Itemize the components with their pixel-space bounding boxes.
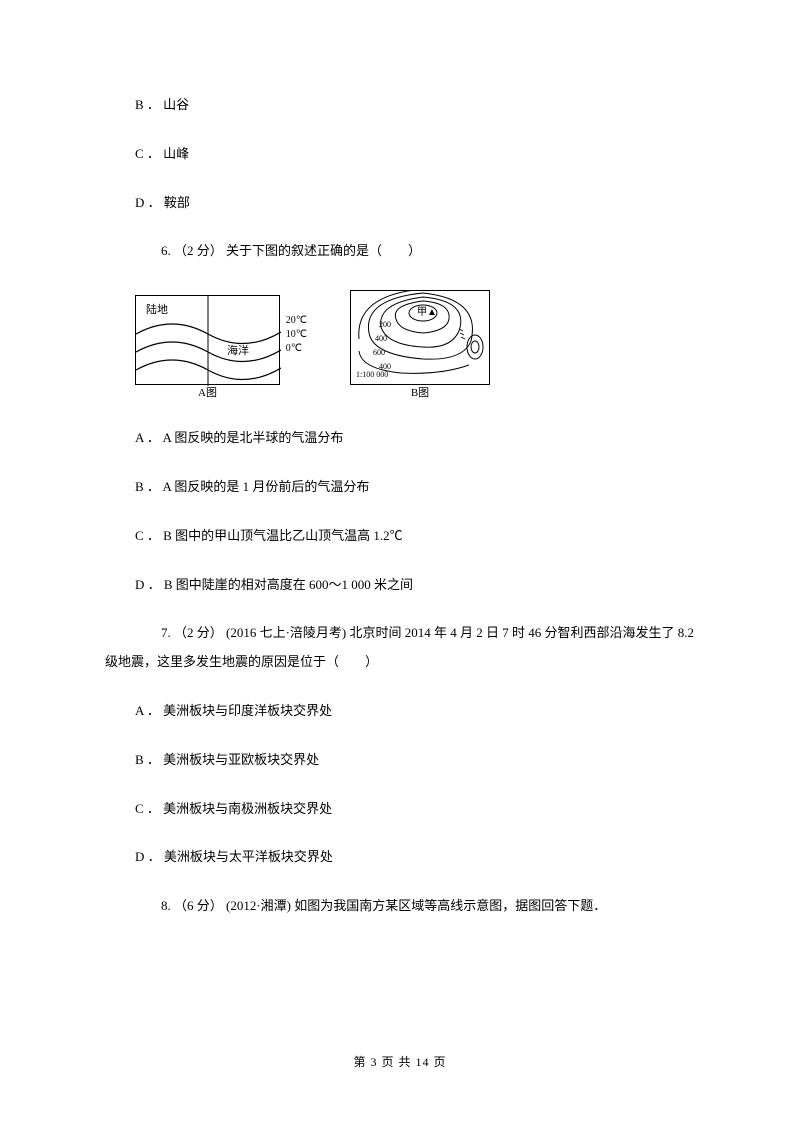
q6-option-b: B ． A 图反映的是 1 月份前后的气温分布 — [135, 477, 695, 498]
q6-figures: 陆地 海洋 20℃ 10℃ 0℃ A图 甲▲ 200 — [135, 290, 695, 385]
figure-b-caption: B图 — [411, 385, 429, 403]
q5-option-c: C ． 山峰 — [135, 144, 695, 165]
q7-option-d: D ． 美洲板块与太平洋板块交界处 — [135, 847, 695, 868]
figure-a-land-label: 陆地 — [146, 302, 168, 320]
q6-option-a: A ． A 图反映的是北半球的气温分布 — [135, 428, 695, 449]
temp-10: 10℃ — [286, 328, 307, 342]
contour-200: 200 — [379, 319, 391, 332]
figure-a-templabels: 20℃ 10℃ 0℃ — [286, 314, 307, 356]
q6-option-c: C ． B 图中的甲山顶气温比乙山顶气温高 1.2℃ — [135, 526, 695, 547]
q7-option-a: A ． 美洲板块与印度洋板块交界处 — [135, 701, 695, 722]
page-content: B ． 山谷 C ． 山峰 D ． 鞍部 6. （2 分） 关于下图的叙述正确的… — [0, 0, 800, 917]
q7-stem-line1: 7. （2 分） (2016 七上·涪陵月考) 北京时间 2014 年 4 月 … — [135, 623, 695, 644]
q5-option-d: D ． 鞍部 — [135, 193, 695, 214]
temp-0: 0℃ — [286, 342, 307, 356]
figure-b: 甲▲ 200 400 600 400 1:100 000 B图 — [350, 290, 490, 385]
q5-option-b: B ． 山谷 — [135, 95, 695, 116]
contour-600: 600 — [373, 347, 385, 360]
page-footer: 第 3 页 共 14 页 — [0, 1053, 800, 1072]
figure-a-caption: A图 — [198, 385, 217, 403]
q8-stem: 8. （6 分） (2012·湘潭) 如图为我国南方某区域等高线示意图，据图回答… — [135, 896, 695, 917]
q7-option-b: B ． 美洲板块与亚欧板块交界处 — [135, 750, 695, 771]
contour-400: 400 — [375, 333, 387, 346]
figure-a-sea-label: 海洋 — [227, 343, 249, 361]
temp-20: 20℃ — [286, 314, 307, 328]
q7-option-c: C ． 美洲板块与南极洲板块交界处 — [135, 799, 695, 820]
figure-a: 陆地 海洋 20℃ 10℃ 0℃ A图 — [135, 295, 280, 385]
figure-b-peak-label: 甲▲ — [417, 305, 437, 321]
q6-option-d: D ． B 图中陡崖的相对高度在 600～1 000 米之间 — [135, 575, 695, 596]
figure-b-scale: 1:100 000 — [356, 369, 388, 382]
q6-stem: 6. （2 分） 关于下图的叙述正确的是（ ） — [135, 241, 695, 262]
q7-stem-line2: 级地震，这里多发生地震的原因是位于（ ） — [105, 652, 695, 673]
